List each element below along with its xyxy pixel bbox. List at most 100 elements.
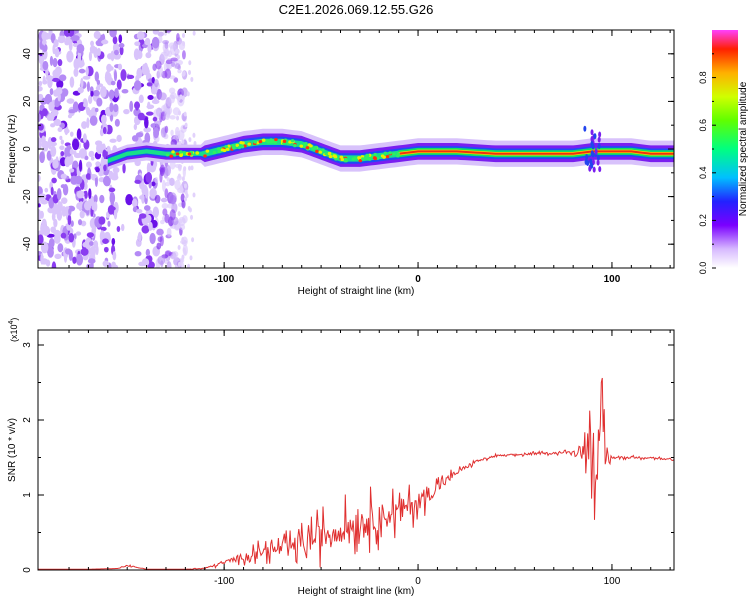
- spectrogram-noise-cell: [68, 39, 73, 52]
- spectrogram-noise-cell: [40, 241, 49, 254]
- spectrogram-noise-cell: [146, 162, 151, 174]
- spectrogram-noise-cell: [183, 183, 187, 189]
- spectrogram-ridge-cell: [212, 150, 217, 155]
- spectrogram-noise-cell: [54, 101, 60, 108]
- spectrogram-ridge-cell: [315, 149, 319, 153]
- spectrogram-noise-cell: [152, 206, 159, 218]
- spectrogram-noise-cell: [117, 63, 123, 71]
- spectrogram-ridge-cell: [293, 144, 297, 148]
- spectrogram-x-tick-label: -100: [214, 274, 234, 285]
- spectrogram-noise-cell: [135, 104, 139, 111]
- spectrogram-noise-cell: [60, 151, 65, 157]
- spectrogram-noise-cell: [182, 41, 186, 47]
- spectrogram-noise-cell: [92, 90, 100, 97]
- spectrogram-noise-cell: [188, 207, 192, 213]
- spectrogram-disturbance-cell: [586, 159, 590, 166]
- spectrogram-noise-cell: [160, 219, 165, 225]
- colorbar: 0.0 0.2 0.4 0.6 0.8 Normalized spectral ampl…: [698, 30, 749, 274]
- spectrogram-noise-cell: [44, 93, 53, 105]
- spectrogram-noise-cell: [178, 164, 182, 170]
- spectrogram-ridge-cell: [225, 147, 230, 151]
- spectrogram-ridge-cell: [373, 156, 378, 161]
- spectrogram-ridge-cell: [357, 156, 361, 160]
- spectrogram-noise-cell: [179, 186, 183, 192]
- spectrogram-noise-cell: [71, 138, 80, 151]
- spectrogram-ridge-cell: [237, 145, 242, 150]
- spectrogram-ridge-cell: [273, 140, 278, 144]
- spectrogram-noise-cell: [177, 211, 181, 217]
- spectrogram-noise-cell: [133, 48, 140, 61]
- spectrogram-disturbance-cell: [592, 166, 596, 173]
- spectrogram-noise-cell: [80, 77, 84, 89]
- spectrogram-noise-cell: [101, 39, 109, 45]
- spectrogram-noise-cell: [161, 203, 169, 209]
- spectrogram-noise-cell: [112, 166, 120, 174]
- spectrogram-noise-cell: [176, 32, 180, 42]
- spectrogram-noise-cell: [164, 213, 170, 224]
- colorbar-label: Normalized spectral amplitude: [738, 81, 749, 216]
- spectrogram-noise-cell: [176, 54, 180, 60]
- spectrogram-noise-cell: [76, 202, 83, 210]
- spectrogram-ridge-cell: [253, 140, 258, 144]
- spectrogram-noise-cell: [157, 236, 163, 243]
- spectrogram-noise-cell: [177, 96, 181, 102]
- snr-y-label: SNR (10 * v/v): [7, 418, 18, 482]
- spectrogram-noise-cell: [89, 115, 98, 126]
- spectrogram-ridge-cell: [235, 143, 240, 148]
- spectrogram-noise-cell: [129, 100, 134, 112]
- spectrogram-noise-cell: [54, 253, 62, 260]
- spectrogram-noise-cell: [59, 145, 65, 151]
- spectrogram-noise-cell: [59, 122, 65, 129]
- spectrogram-noise-cell: [87, 94, 93, 104]
- spectrogram-noise-cell: [53, 119, 62, 126]
- spectrogram-ridge-cell: [373, 152, 378, 157]
- figure-title: C2E1.2026.069.12.55.G26: [279, 2, 434, 17]
- spectrogram-noise-cell: [76, 43, 85, 54]
- spectrogram-ridge-cell: [290, 139, 295, 143]
- spectrogram-noise-cell: [45, 75, 53, 82]
- spectrogram-noise-cell: [151, 36, 160, 49]
- spectrogram-noise-cell: [88, 241, 94, 246]
- spectrogram-noise-cell: [69, 131, 74, 137]
- spectrogram-noise-cell: [152, 116, 158, 122]
- spectrogram-ridge-cell: [232, 146, 236, 150]
- spectrogram-disturbance-cell: [593, 133, 597, 140]
- spectrogram-y-tick-label: -20: [22, 189, 33, 204]
- spectrogram-noise-cell: [42, 60, 49, 71]
- spectrogram-noise-cell: [38, 174, 41, 182]
- colorbar-tick-label: 0.6: [698, 119, 708, 132]
- spectrogram-ridge-cell: [299, 144, 304, 148]
- spectrogram-noise-cell: [90, 156, 95, 161]
- spectrogram-noise-cell: [184, 122, 188, 128]
- spectrogram-noise-cell: [158, 92, 167, 101]
- spectrogram-disturbance-cell: [594, 148, 598, 155]
- spectrogram-noise-cell: [51, 261, 57, 268]
- spectrogram-ridge-cell: [282, 139, 287, 143]
- spectrogram-noise-cell: [69, 76, 75, 88]
- spectrogram-noise-cell: [143, 127, 152, 133]
- spectrogram-ridge-cell: [385, 155, 390, 159]
- spectrogram-noise-cell: [68, 207, 72, 216]
- spectrogram-noise-cell: [39, 151, 45, 164]
- spectrogram-noise-cell: [170, 129, 174, 137]
- spectrogram-noise-cell: [44, 187, 49, 193]
- spectrogram-noise-cell: [160, 127, 167, 138]
- spectrogram-noise-cell: [70, 175, 78, 185]
- spectrogram-noise-cell: [103, 164, 107, 172]
- spectrogram-noise-cell: [102, 126, 107, 135]
- spectrogram-noise-cell: [131, 198, 138, 208]
- spectrogram-noise-cell: [108, 89, 115, 100]
- spectrogram-ridge-cell: [182, 150, 187, 155]
- spectrogram-noise-cell: [98, 216, 106, 225]
- spectrogram-disturbance-cell: [594, 142, 598, 149]
- spectrogram-ridge-cell: [365, 153, 370, 158]
- spectrogram-ridge-cell: [358, 159, 363, 163]
- spectrogram-noise-cell: [177, 244, 181, 250]
- spectrogram-noise-cell: [177, 261, 181, 267]
- spectrogram-noise-cell: [136, 31, 145, 40]
- spectrogram-noise-cell: [143, 205, 151, 211]
- spectrogram-noise-cell: [126, 74, 135, 80]
- snr-x-tick-label: 0: [415, 576, 421, 587]
- spectrogram-x-label: Height of straight line (km): [298, 286, 415, 297]
- spectrogram-noise-cell: [147, 101, 151, 110]
